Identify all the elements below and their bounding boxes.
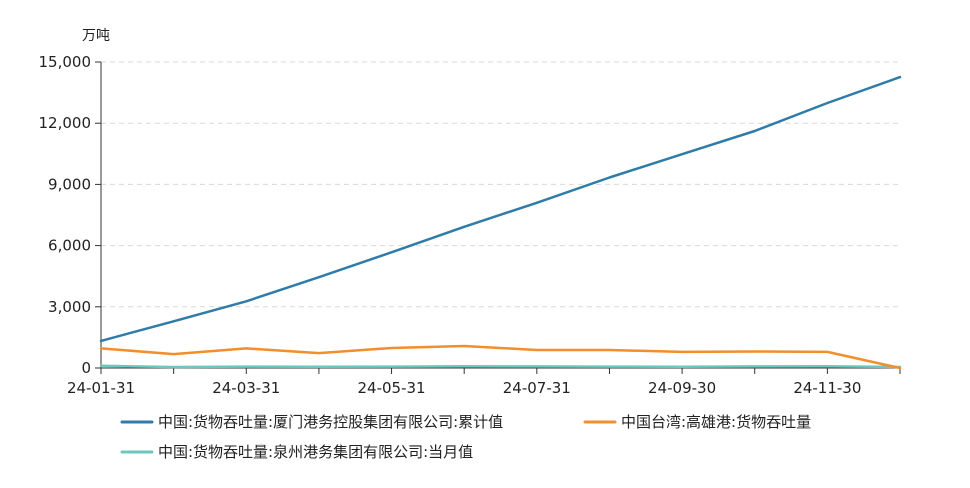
y-tick-label: 0 [81,359,91,377]
x-tick-label: 24-05-31 [357,379,425,397]
series-lines [99,75,902,370]
axes: 0 3,000 6,000 9,000 12,000 15,000 24-01-31 24-0… [39,53,901,397]
series-line-0 [99,75,902,343]
x-tick-label: 24-07-31 [503,379,571,397]
legend-label-0: 中国:货物吞吐量:厦门港务控股集团有限公司:累计值 [158,413,503,431]
y-tick-label: 3,000 [48,298,91,316]
series-line-2 [99,364,902,369]
y-tick-label: 9,000 [48,175,91,193]
legend-label-2: 中国:货物吞吐量:泉州港务集团有限公司:当月值 [158,443,473,461]
legend-label-1: 中国台湾:高雄港:货物吞吐量 [621,413,811,431]
x-tick-label: 24-01-31 [67,379,135,397]
y-axis-unit-label: 万吨 [82,28,110,44]
x-tick-label: 24-11-30 [793,379,861,397]
x-tick-label: 24-09-30 [648,379,716,397]
gridlines [101,61,900,308]
series-line-1 [99,344,902,370]
y-tick-label: 15,000 [39,53,92,71]
x-tick-label: 24-03-31 [212,379,280,397]
y-tick-label: 12,000 [39,114,92,132]
legend: 中国:货物吞吐量:厦门港务控股集团有限公司:累计值 中国台湾:高雄港:货物吞吐量中… [120,413,811,461]
y-tick-label: 6,000 [48,237,91,255]
